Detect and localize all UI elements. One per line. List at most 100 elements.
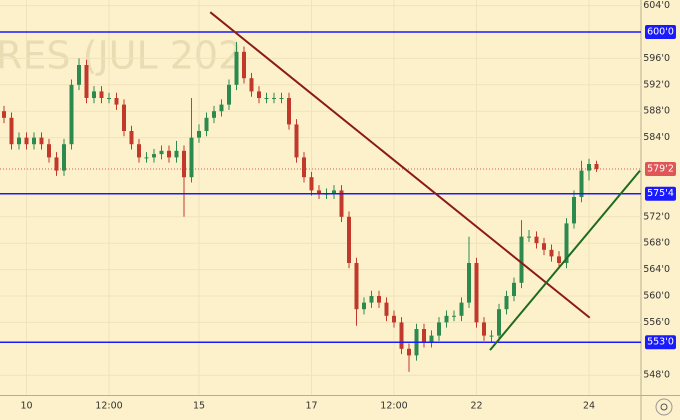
candle-body — [182, 150, 186, 178]
candle-body — [309, 177, 314, 191]
candle-body — [362, 302, 366, 310]
candle-body — [137, 144, 141, 158]
candle-body — [2, 111, 6, 118]
candle-body — [62, 144, 66, 171]
candle-body — [354, 263, 359, 310]
candle-body — [519, 236, 524, 283]
last-price-label: 579'2 — [647, 163, 674, 174]
candle-body — [129, 131, 134, 145]
candle-body — [279, 98, 284, 100]
candle-body — [47, 144, 51, 158]
candle-body — [587, 164, 591, 171]
candle-body — [159, 150, 164, 155]
candle-body — [114, 98, 119, 105]
candle-body — [392, 315, 396, 323]
y-tick-label: 604'0 — [643, 0, 670, 11]
candle-body — [54, 157, 59, 171]
candle-body — [557, 256, 561, 264]
x-tick-label: 12:00 — [95, 401, 122, 412]
candle-body — [17, 137, 21, 145]
candle-body — [242, 51, 246, 79]
x-tick-label: 15 — [193, 401, 205, 412]
x-tick-label: 17 — [305, 401, 317, 412]
candle-body — [167, 150, 171, 158]
candle-body — [197, 131, 201, 138]
y-tick-label: 548'0 — [643, 370, 670, 381]
candle-body — [497, 309, 501, 336]
candle-body — [332, 190, 336, 194]
candle-body — [39, 137, 44, 145]
watermark: RES (JUL 202 — [0, 34, 242, 78]
candle-body — [542, 243, 546, 250]
candle-body — [24, 137, 29, 145]
candle-body — [152, 154, 156, 158]
y-tick-label: 572'0 — [643, 211, 670, 222]
candle-body — [512, 282, 516, 297]
settings-icon[interactable] — [655, 398, 673, 416]
y-tick-label: 592'0 — [643, 79, 670, 90]
y-tick-label: 588'0 — [643, 106, 670, 117]
candle-body — [204, 117, 209, 132]
candle-body — [527, 236, 531, 238]
x-tick-label: 10 — [20, 401, 32, 412]
y-tick-label: 584'0 — [643, 132, 670, 143]
candle-body — [287, 98, 291, 125]
candle-body — [84, 65, 89, 99]
level-label-box — [645, 25, 676, 40]
level-label-box — [645, 186, 676, 201]
candle-body — [594, 164, 599, 169]
candle-body — [384, 302, 389, 316]
y-tick-label: 556'0 — [643, 317, 670, 328]
y-tick-label: 596'0 — [643, 53, 670, 64]
candle-body — [212, 111, 216, 118]
candle-body — [437, 322, 441, 336]
y-tick-label: 564'0 — [643, 264, 670, 275]
candle-body — [489, 335, 494, 337]
candle-body — [549, 249, 554, 257]
candle-body — [452, 315, 456, 317]
candle-body — [257, 91, 261, 99]
candle-body — [422, 329, 426, 343]
candle-body — [272, 98, 276, 100]
candle-body — [474, 263, 479, 323]
candle-body — [174, 150, 179, 158]
candle-body — [347, 216, 351, 264]
candle-body — [32, 137, 36, 145]
candle-body — [249, 78, 254, 92]
candle-body — [144, 157, 149, 159]
candle-body — [189, 137, 194, 178]
candle-body — [579, 170, 584, 198]
candle-body — [377, 296, 381, 303]
candle-body — [429, 335, 434, 343]
x-tick-label: 22 — [470, 401, 482, 412]
candle-body — [219, 104, 224, 112]
candle-body — [444, 315, 449, 323]
last-price-box — [645, 161, 676, 176]
level-label: 575'4 — [647, 188, 674, 199]
candle-body — [264, 98, 269, 100]
x-tick-label: 24 — [583, 401, 595, 412]
candle-body — [9, 117, 14, 145]
candle-body — [92, 91, 96, 99]
candle-body — [572, 197, 576, 224]
level-label: 553'0 — [647, 337, 674, 348]
candle-body — [564, 223, 569, 264]
candle-body — [234, 51, 239, 85]
candle-body — [122, 104, 126, 132]
candle-body — [399, 322, 404, 349]
candle-body — [302, 157, 306, 178]
x-tick-label: 12:00 — [380, 401, 407, 412]
candle-body — [467, 263, 471, 303]
candle-body — [459, 302, 464, 316]
candle-body — [99, 91, 104, 99]
candle-body — [534, 236, 539, 244]
candle-body — [107, 98, 111, 100]
candle-body — [294, 124, 299, 158]
y-tick-label: 568'0 — [643, 238, 670, 249]
trendline — [489, 169, 641, 351]
candle-body — [407, 348, 411, 356]
y-tick-label: 560'0 — [643, 291, 670, 302]
candle-body — [69, 84, 74, 145]
candle-body — [227, 84, 231, 105]
